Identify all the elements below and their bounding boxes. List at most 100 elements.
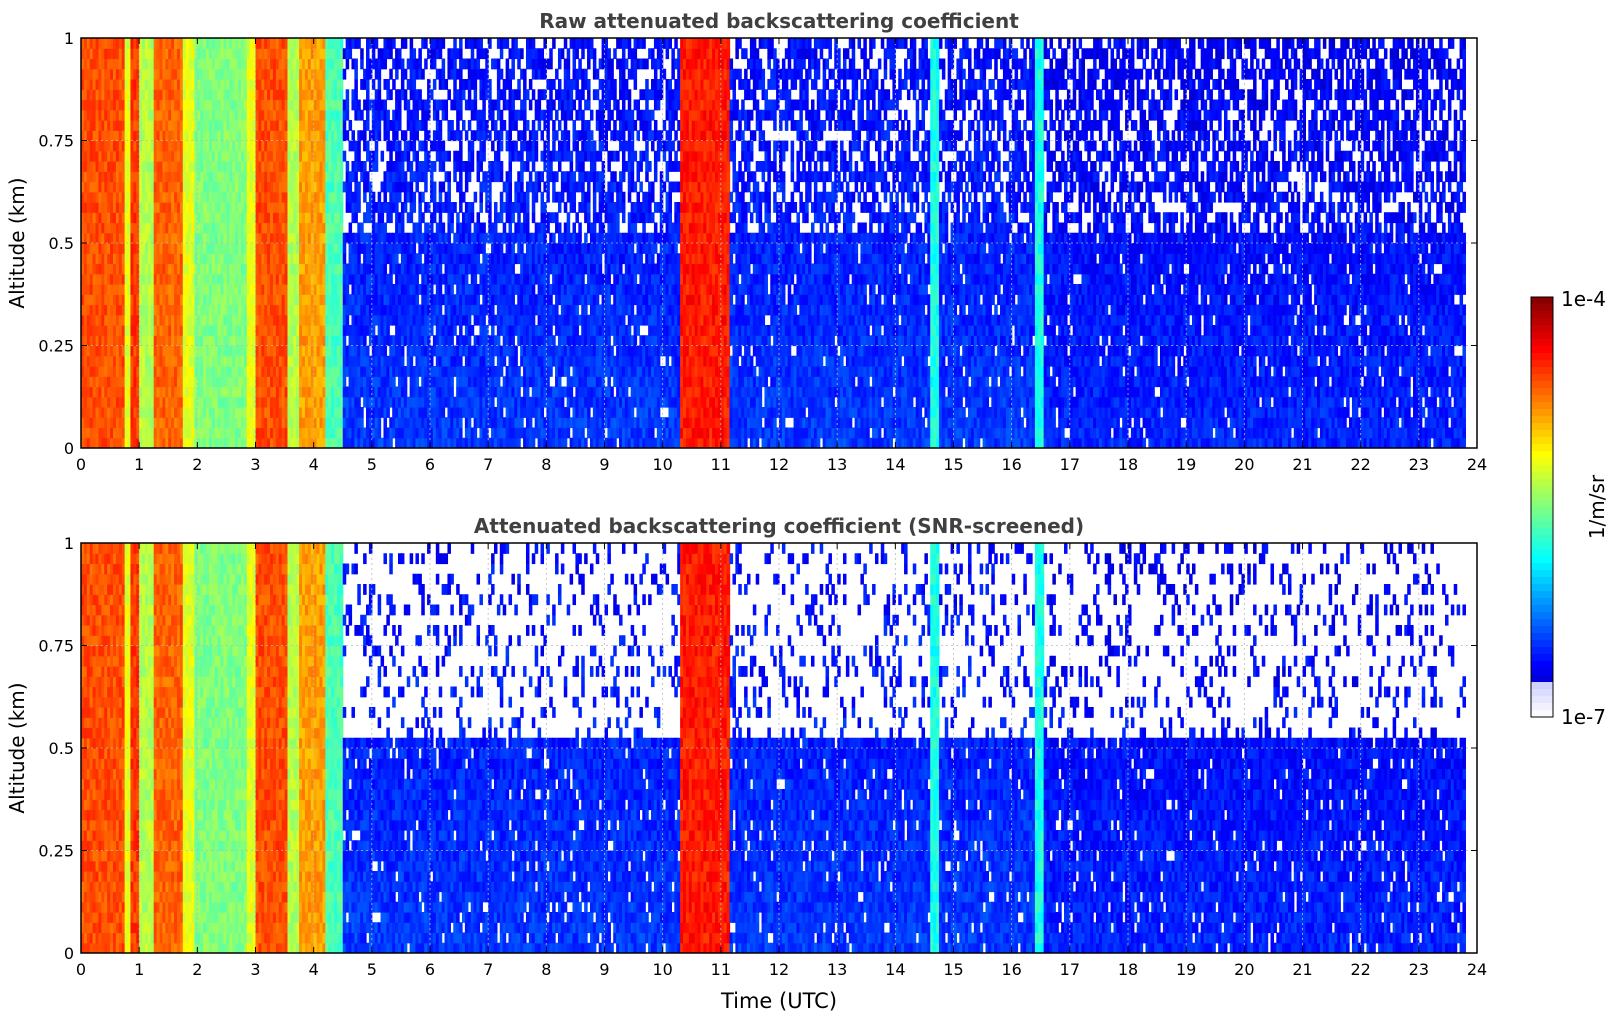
heatmap-cell bbox=[86, 109, 91, 121]
heatmap-cell bbox=[243, 171, 248, 183]
heatmap-cell bbox=[112, 99, 117, 111]
heatmap-cell bbox=[246, 427, 251, 439]
heatmap-cell bbox=[168, 130, 172, 142]
heatmap-cell bbox=[339, 171, 344, 183]
heatmap-cell bbox=[107, 284, 111, 295]
heatmap-cell bbox=[229, 345, 233, 357]
heatmap-cell bbox=[156, 396, 161, 408]
heatmap-cell bbox=[203, 140, 207, 152]
heatmap-cell bbox=[182, 181, 187, 193]
heatmap-cell bbox=[226, 109, 230, 121]
heatmap-cell bbox=[147, 109, 152, 121]
heatmap-cell bbox=[174, 304, 178, 316]
heatmap-cell bbox=[453, 325, 457, 336]
heatmap-cell bbox=[232, 38, 236, 49]
heatmap-cell bbox=[226, 130, 230, 142]
heatmap-cell bbox=[121, 48, 126, 60]
heatmap-cell bbox=[214, 314, 219, 326]
heatmap-cell bbox=[136, 191, 140, 203]
heatmap-cell bbox=[238, 284, 242, 295]
heatmap-cell bbox=[83, 284, 88, 295]
heatmap-cell bbox=[194, 304, 198, 316]
heatmap-cell bbox=[179, 263, 184, 275]
heatmap-cell bbox=[168, 407, 172, 418]
heatmap-cell bbox=[144, 284, 149, 295]
heatmap-cell bbox=[238, 232, 242, 244]
heatmap-cell bbox=[81, 191, 85, 203]
heatmap-cell bbox=[92, 130, 97, 142]
heatmap-cell bbox=[133, 232, 137, 244]
heatmap-cell bbox=[101, 232, 105, 244]
heatmap-cell bbox=[159, 355, 164, 367]
heatmap-cell bbox=[133, 181, 137, 193]
heatmap-cell bbox=[150, 355, 155, 367]
heatmap-cell bbox=[124, 386, 129, 398]
heatmap-cell bbox=[232, 386, 236, 398]
heatmap-cell bbox=[226, 355, 230, 367]
heatmap-cell bbox=[232, 407, 236, 418]
heatmap-cell bbox=[243, 212, 248, 224]
heatmap-cell bbox=[211, 386, 216, 398]
heatmap-cell bbox=[83, 120, 88, 131]
heatmap-cell bbox=[110, 253, 114, 265]
heatmap-cell bbox=[89, 396, 94, 408]
heatmap-cell bbox=[258, 355, 262, 367]
heatmap-cell bbox=[264, 232, 268, 244]
heatmap-cell bbox=[139, 58, 143, 70]
heatmap-cell bbox=[104, 68, 108, 80]
heatmap-cell bbox=[110, 335, 114, 347]
heatmap-cell bbox=[118, 161, 123, 172]
heatmap-cell bbox=[153, 304, 158, 316]
heatmap-cell bbox=[226, 48, 230, 60]
heatmap-cell bbox=[261, 68, 265, 80]
heatmap-cell bbox=[261, 376, 265, 388]
heatmap-cell bbox=[214, 58, 219, 70]
heatmap-cell bbox=[110, 417, 114, 429]
heatmap-cell bbox=[357, 150, 361, 162]
heatmap-cell bbox=[217, 314, 222, 326]
heatmap-cell bbox=[217, 202, 222, 213]
heatmap-cell bbox=[240, 263, 245, 275]
heatmap-cell bbox=[81, 171, 85, 183]
heatmap-cell bbox=[83, 191, 88, 203]
heatmap-cell bbox=[232, 284, 236, 295]
heatmap-cell bbox=[188, 212, 193, 224]
heatmap-cell bbox=[240, 284, 245, 295]
heatmap-cell bbox=[235, 345, 239, 357]
heatmap-cell bbox=[171, 222, 175, 234]
heatmap-cell bbox=[171, 304, 175, 316]
heatmap-cell bbox=[238, 38, 242, 49]
heatmap-cell bbox=[211, 161, 216, 172]
heatmap-cell bbox=[124, 120, 129, 131]
heatmap-cell bbox=[127, 150, 132, 162]
heatmap-cell bbox=[240, 355, 245, 367]
heatmap-cell bbox=[98, 386, 102, 398]
heatmap-cell bbox=[124, 58, 129, 70]
heatmap-cell bbox=[81, 181, 85, 193]
heatmap-cell bbox=[240, 191, 245, 203]
heatmap-cell bbox=[104, 386, 108, 398]
heatmap-cell bbox=[162, 79, 166, 90]
heatmap-cell bbox=[124, 345, 129, 357]
heatmap-cell bbox=[188, 232, 193, 244]
heatmap-cell bbox=[240, 130, 245, 142]
heatmap-cell bbox=[255, 232, 260, 244]
heatmap-cell bbox=[200, 58, 204, 70]
heatmap-cell bbox=[412, 243, 417, 254]
heatmap-cell bbox=[211, 427, 216, 439]
heatmap-cell bbox=[392, 38, 396, 49]
heatmap-cell bbox=[127, 109, 132, 121]
heatmap-cell bbox=[147, 99, 152, 111]
heatmap-cell bbox=[130, 171, 134, 183]
heatmap-cell bbox=[165, 191, 169, 203]
heatmap-cell bbox=[86, 140, 91, 152]
heatmap-cell bbox=[83, 314, 88, 326]
heatmap-cell bbox=[127, 314, 132, 326]
heatmap-cell bbox=[243, 263, 248, 275]
heatmap-cell bbox=[156, 150, 161, 162]
heatmap-cell bbox=[98, 161, 102, 172]
heatmap-cell bbox=[153, 407, 158, 418]
heatmap-cell bbox=[86, 232, 91, 244]
heatmap-cell bbox=[121, 99, 126, 111]
